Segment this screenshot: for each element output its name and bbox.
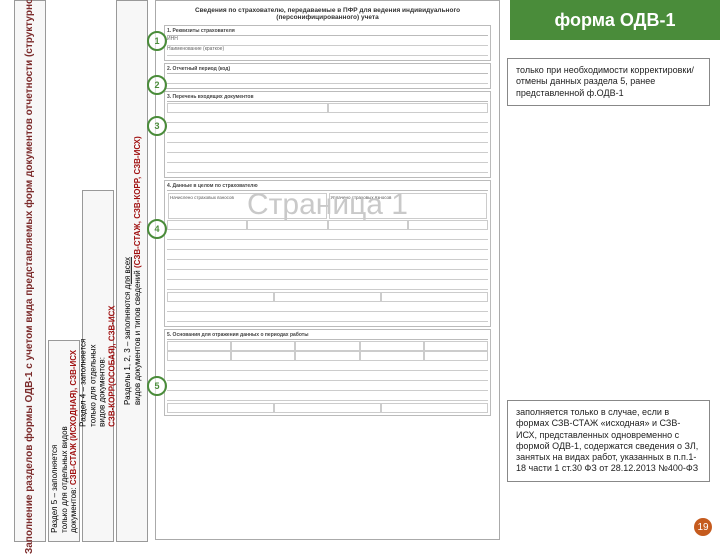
page-number: 19: [694, 518, 712, 536]
form-header: форма ОДВ-1: [510, 0, 720, 40]
doc-title: Сведения по страхователю, передаваемые в…: [164, 7, 491, 22]
doc-block-2: 2. Отчетный период (код): [164, 63, 491, 89]
doc-block-4: 4. Данные в целом по страхователю Начисл…: [164, 180, 491, 327]
document-preview: Сведения по страхователю, передаваемые в…: [155, 0, 500, 540]
sidebar-box-section4: Раздел 4 – заполняется только для отдель…: [82, 190, 114, 542]
sidebar-main-title: Заполнение разделов формы ОДВ-1 с учетом…: [25, 0, 36, 554]
sidebar-box-sections123: Разделы 1, 2, 3 – заполняются для всех в…: [116, 0, 148, 542]
marker-3: 3: [147, 116, 167, 136]
left-sidebar: Заполнение разделов формы ОДВ-1 с учетом…: [0, 0, 150, 540]
sidebar-box-sections123-text: Разделы 1, 2, 3 – заполняются для всех в…: [122, 137, 141, 406]
note-correction: только при необходимости корректировки/о…: [507, 58, 710, 106]
sidebar-main-title-box: Заполнение разделов формы ОДВ-1 с учетом…: [14, 0, 46, 542]
sidebar-box-section4-text: Раздел 4 – заполняется только для отдель…: [79, 305, 117, 426]
marker-1: 1: [147, 31, 167, 51]
doc-block-1: 1. Реквизиты страхователя ИНН Наименован…: [164, 25, 491, 61]
sidebar-box-section5: Раздел 5 – заполняется только для отдель…: [48, 340, 80, 542]
marker-4: 4: [147, 219, 167, 239]
marker-2: 2: [147, 75, 167, 95]
marker-5: 5: [147, 376, 167, 396]
doc-block-3: 3. Перечень входящих документов: [164, 91, 491, 178]
note-fill-case: заполняется только в случае, если в форм…: [507, 400, 710, 482]
doc-block-5: 5. Основания для отражения данных о пери…: [164, 329, 491, 416]
form-header-title: форма ОДВ-1: [555, 10, 676, 31]
sidebar-box-section5-text: Раздел 5 – заполняется только для отдель…: [50, 350, 79, 533]
